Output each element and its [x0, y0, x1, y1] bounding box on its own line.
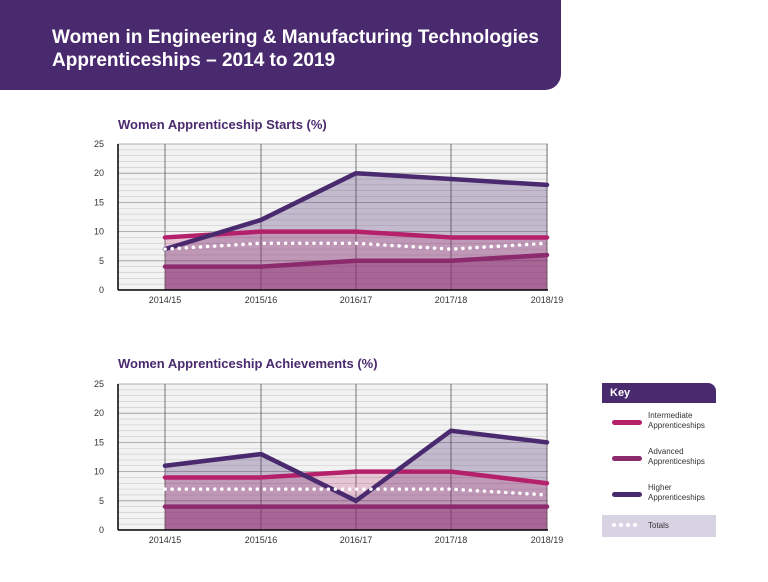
intermediate-line — [162, 469, 550, 486]
legend-label-advanced: Advanced Apprenticeships — [648, 447, 705, 466]
x-tick-label: 2014/15 — [149, 535, 182, 545]
y-tick-label: 10 — [94, 467, 104, 477]
starts-chart-title: Women Apprenticeship Starts (%) — [118, 117, 327, 132]
legend-item-totals: Totals — [602, 515, 716, 537]
legend-label-totals: Totals — [648, 521, 669, 530]
y-tick-label: 20 — [94, 168, 104, 178]
advanced-line — [162, 252, 550, 269]
y-tick-label: 25 — [94, 379, 104, 389]
y-tick-label: 5 — [99, 256, 104, 266]
x-tick-label: 2014/15 — [149, 295, 182, 305]
y-tick-label: 15 — [94, 437, 104, 447]
intermediate-line — [162, 229, 550, 240]
x-tick-label: 2018/19 — [531, 535, 564, 545]
legend-swatch-intermediate — [612, 420, 642, 425]
x-tick-label: 2018/19 — [531, 295, 564, 305]
y-tick-label: 10 — [94, 227, 104, 237]
starts-chart: 0 5 10 15 20 25 2014/15 2015/16 2016/17 2017/18 20… — [94, 139, 564, 305]
legend: Key Intermediate Apprenticeships Advance… — [602, 383, 716, 537]
y-tick-label: 15 — [94, 197, 104, 207]
legend-swatch-advanced — [612, 456, 642, 461]
x-tick-label: 2015/16 — [245, 535, 278, 545]
legend-item-higher: Higher Apprenticeships — [602, 479, 716, 509]
legend-label-intermediate: Intermediate Apprenticeships — [648, 411, 705, 430]
higher-line — [162, 170, 550, 252]
legend-swatch-totals — [612, 523, 642, 528]
legend-title: Key — [602, 383, 716, 403]
x-tick-label: 2017/18 — [435, 535, 468, 545]
x-tick-label: 2017/18 — [435, 295, 468, 305]
page-title: Women in Engineering & Manufacturing Tec… — [52, 27, 539, 71]
legend-item-advanced: Advanced Apprenticeships — [602, 443, 716, 473]
advanced-area — [165, 254, 547, 290]
totals-line — [163, 241, 549, 251]
x-tick-label: 2015/16 — [245, 295, 278, 305]
legend-item-intermediate: Intermediate Apprenticeships — [602, 407, 716, 437]
y-tick-label: 25 — [94, 139, 104, 149]
x-tick-label: 2016/17 — [340, 295, 373, 305]
legend-swatch-higher — [612, 492, 642, 497]
header-banner: Women in Engineering & Manufacturing Tec… — [0, 0, 561, 90]
advanced-area — [165, 506, 547, 530]
x-tick-label: 2016/17 — [340, 535, 373, 545]
y-tick-label: 0 — [99, 525, 104, 535]
achievements-chart-title: Women Apprenticeship Achievements (%) — [118, 356, 378, 371]
y-tick-label: 5 — [99, 496, 104, 506]
totals-line — [163, 487, 549, 497]
higher-line — [162, 428, 550, 504]
y-tick-label: 0 — [99, 285, 104, 295]
achievements-chart: 0 5 10 15 20 25 2014/15 2015/16 2016/17 2017/18 20… — [94, 379, 564, 545]
legend-label-higher: Higher Apprenticeships — [648, 483, 705, 502]
y-tick-label: 20 — [94, 408, 104, 418]
